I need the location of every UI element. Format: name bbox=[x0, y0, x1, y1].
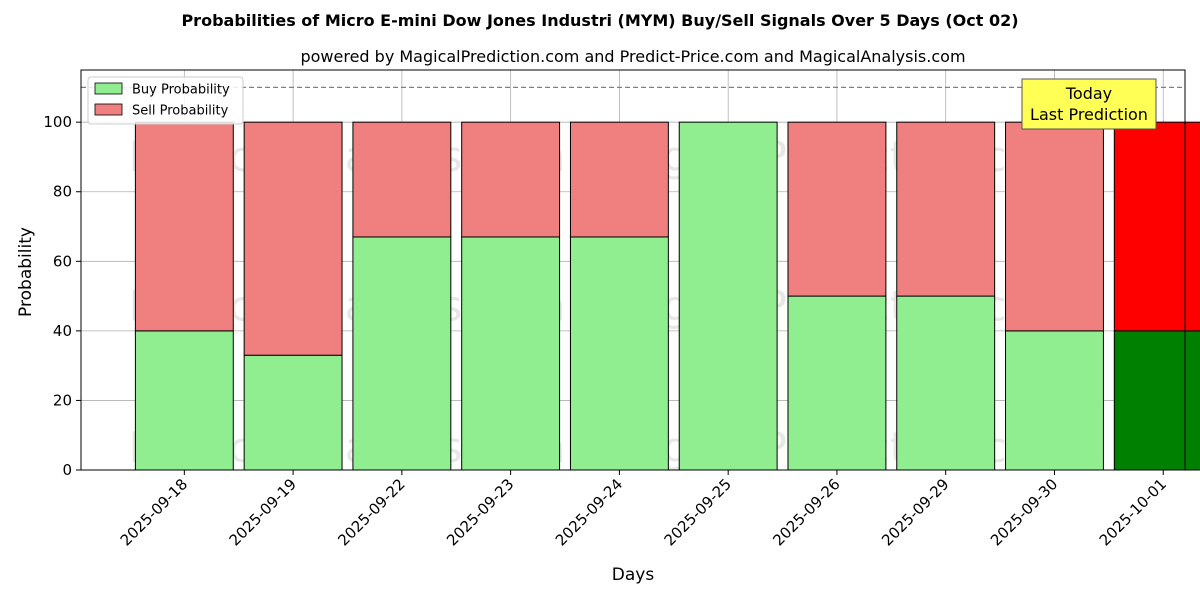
x-tick-label: 2025-09-18 bbox=[117, 475, 191, 549]
bar-sell bbox=[352, 121, 452, 238]
bar-buy bbox=[352, 236, 452, 471]
bar-sell bbox=[243, 121, 343, 356]
y-tick-label: 0 bbox=[62, 461, 72, 479]
x-tick-label: 2025-09-30 bbox=[987, 475, 1061, 549]
x-tick-label: 2025-09-25 bbox=[661, 475, 735, 549]
x-tick-label: 2025-09-22 bbox=[334, 475, 408, 549]
annotation-box bbox=[1021, 78, 1157, 130]
x-tick-label: 2025-09-26 bbox=[769, 475, 843, 549]
bar-buy bbox=[461, 236, 561, 471]
y-tick-label: 20 bbox=[53, 391, 72, 409]
bar-layer bbox=[134, 121, 1200, 471]
bar-buy bbox=[1113, 330, 1200, 471]
bar-buy bbox=[678, 121, 778, 471]
legend-label-buy: Buy Probability bbox=[132, 83, 230, 98]
x-tick-label: 2025-09-29 bbox=[878, 475, 952, 549]
bar-buy bbox=[569, 236, 669, 471]
bar-buy bbox=[896, 295, 996, 471]
bar-buy bbox=[134, 330, 234, 471]
y-tick-label: 80 bbox=[53, 183, 72, 201]
chart-subtitle: powered by MagicalPrediction.com and Pre… bbox=[300, 47, 965, 66]
legend-swatch-sell bbox=[94, 103, 123, 116]
y-tick-label: 60 bbox=[53, 252, 72, 270]
x-tick-label: 2025-10-01 bbox=[1096, 475, 1170, 549]
annotation-line-2: Last Prediction bbox=[1030, 105, 1148, 124]
bar-sell bbox=[1113, 121, 1200, 332]
bar-buy bbox=[1005, 330, 1104, 471]
bar-sell bbox=[896, 121, 996, 297]
x-axis-label: Days bbox=[612, 565, 655, 585]
y-axis-label: Probability bbox=[16, 227, 36, 317]
chart-title: Probabilities of Micro E-mini Dow Jones … bbox=[181, 11, 1018, 30]
bar-sell bbox=[1005, 121, 1104, 332]
bar-sell bbox=[569, 121, 669, 238]
bar-sell bbox=[134, 121, 234, 332]
legend: Buy Probability Sell Probability bbox=[87, 76, 244, 125]
today-annotation: Today Last Prediction bbox=[1021, 78, 1157, 130]
x-tick-label: 2025-09-19 bbox=[226, 475, 300, 549]
plot-frame bbox=[80, 69, 1186, 471]
x-tick-label: 2025-09-24 bbox=[552, 475, 626, 549]
legend-box bbox=[87, 76, 244, 125]
legend-swatch-buy bbox=[94, 82, 123, 95]
bar-sell bbox=[461, 121, 561, 238]
legend-label-sell: Sell Probability bbox=[132, 104, 229, 119]
x-tick-label: 2025-09-23 bbox=[443, 475, 517, 549]
y-tick-label: 40 bbox=[53, 322, 72, 340]
bar-buy bbox=[787, 295, 887, 471]
bar-buy bbox=[243, 354, 343, 471]
bar-sell bbox=[787, 121, 887, 297]
y-tick-label: 100 bbox=[43, 113, 72, 131]
annotation-line-1: Today bbox=[1065, 84, 1112, 103]
